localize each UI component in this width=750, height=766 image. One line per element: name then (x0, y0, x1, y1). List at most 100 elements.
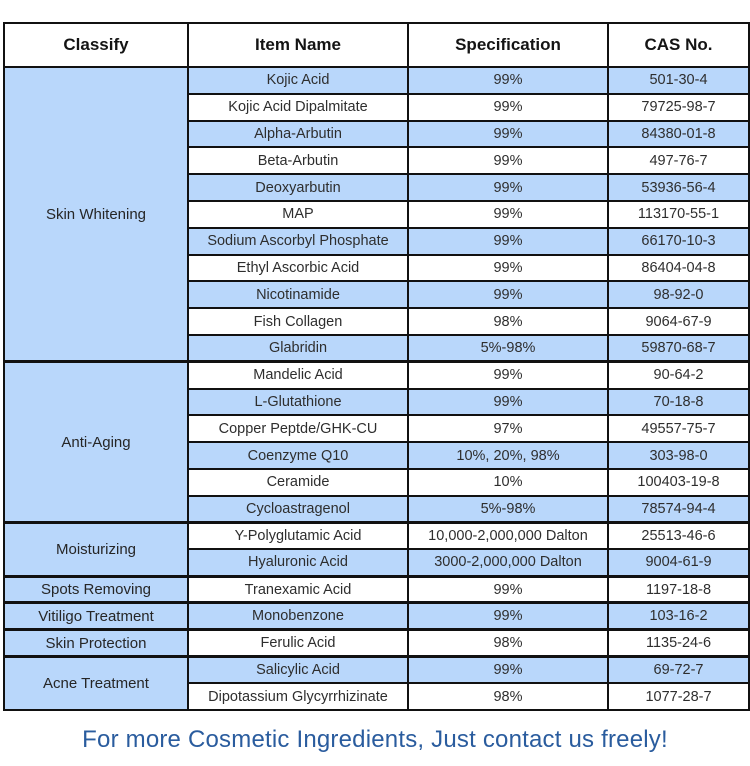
table-row: Skin Whitening Kojic Acid 99% 501-30-4 (3, 66, 750, 363)
item-name-cell: Ferulic Acid (187, 628, 409, 658)
item-name-cell: Beta-Arbutin (187, 146, 409, 176)
cas-no-cell: 113170-55-1 (607, 199, 750, 229)
table-row: Nicotinamide 99% 98-92-0 (4, 280, 750, 310)
classify-cell: Skin Whitening (3, 66, 189, 363)
table-row: Fish Collagen 98% 9064-67-9 (4, 307, 750, 336)
table-row: Cycloastragenol 5%-98% 78574-94-4 (4, 494, 750, 524)
specification-cell: 5%-98% (407, 494, 609, 524)
item-name-cell: Kojic Acid (187, 66, 409, 95)
item-name-cell: Mandelic Acid (187, 360, 409, 390)
specification-cell: 10% (407, 467, 609, 497)
item-name-cell: Nicotinamide (187, 280, 409, 310)
cas-no-cell: 70-18-8 (607, 387, 750, 417)
specification-cell: 98% (407, 628, 609, 658)
table-row: Ethyl Ascorbic Acid 99% 86404-04-8 (4, 253, 750, 283)
item-name-cell: L-Glutathione (187, 387, 409, 417)
table-row: Anti-Aging Mandelic Acid 99% 90-64-2 (3, 360, 750, 524)
cas-no-cell: 84380-01-8 (607, 119, 750, 149)
cas-no-cell: 59870-68-7 (607, 333, 750, 363)
classify-cell: Spots Removing (3, 574, 189, 604)
column-header-classify: Classify (3, 22, 189, 68)
table-row: MAP 99% 113170-55-1 (4, 199, 750, 229)
table-row: Moisturizing Y-Polyglutamic Acid 10,000-2,… (3, 521, 750, 578)
specification-cell: 99% (407, 173, 609, 202)
cas-no-cell: 49557-75-7 (607, 414, 750, 444)
table-row: Skin Protection Ferulic Acid 98% 1135-24-6 (3, 628, 750, 658)
item-name-cell: Coenzyme Q10 (187, 441, 409, 470)
table-row: Kojic Acid Dipalmitate 99% 79725-98-7 (4, 92, 750, 122)
item-name-cell: Monobenzone (187, 601, 409, 631)
item-name-cell: Dipotassium Glycyrrhizinate (187, 682, 409, 712)
classify-cell: Acne Treatment (3, 655, 189, 712)
item-name-cell: Tranexamic Acid (187, 574, 409, 604)
cas-no-cell: 1197-18-8 (607, 574, 750, 604)
cas-no-cell: 501-30-4 (607, 66, 750, 95)
item-name-cell: Alpha-Arbutin (187, 119, 409, 149)
table-row: Deoxyarbutin 99% 53936-56-4 (4, 173, 750, 202)
table-row: Coenzyme Q10 10%, 20%, 98% 303-98-0 (4, 441, 750, 470)
specification-cell: 99% (407, 92, 609, 122)
table-row: Acne Treatment Salicylic Acid 99% 69-72-7 (3, 655, 750, 712)
classify-cell: Vitiligo Treatment (3, 601, 189, 631)
table-row: Ceramide 10% 100403-19-8 (4, 467, 750, 497)
column-header-specification: Specification (407, 22, 609, 68)
column-header-item-name: Item Name (187, 22, 409, 68)
table-row: Alpha-Arbutin 99% 84380-01-8 (4, 119, 750, 149)
cas-no-cell: 1135-24-6 (607, 628, 750, 658)
table-row: Glabridin 5%-98% 59870-68-7 (4, 333, 750, 363)
cas-no-cell: 9004-61-9 (607, 548, 750, 578)
item-name-cell: Salicylic Acid (187, 655, 409, 685)
specification-cell: 99% (407, 655, 609, 685)
specification-cell: 99% (407, 280, 609, 310)
cas-no-cell: 1077-28-7 (607, 682, 750, 712)
specification-cell: 98% (407, 307, 609, 336)
item-name-cell: Ceramide (187, 467, 409, 497)
specification-cell: 99% (407, 226, 609, 256)
specification-cell: 99% (407, 146, 609, 176)
ingredients-table: Classify Item Name Specification CAS No. Sk… (3, 22, 750, 712)
classify-cell: Skin Protection (3, 628, 189, 658)
table-row: Vitiligo Treatment Monobenzone 99% 103-16-2 (3, 601, 750, 631)
item-name-cell: Y-Polyglutamic Acid (187, 521, 409, 551)
cas-no-cell: 100403-19-8 (607, 467, 750, 497)
cas-no-cell: 25513-46-6 (607, 521, 750, 551)
specification-cell: 98% (407, 682, 609, 712)
specification-cell: 5%-98% (407, 333, 609, 363)
footer-note: For more Cosmetic Ingredients, Just cont… (82, 726, 668, 753)
specification-cell: 99% (407, 574, 609, 604)
table-row: L-Glutathione 99% 70-18-8 (4, 387, 750, 417)
table-row: Spots Removing Tranexamic Acid 99% 1197-18-… (3, 574, 750, 604)
table-row: Copper Peptde/GHK-CU 97% 49557-75-7 (4, 414, 750, 444)
specification-cell: 99% (407, 119, 609, 149)
cas-no-cell: 103-16-2 (607, 601, 750, 631)
classify-cell: Anti-Aging (3, 360, 189, 524)
cas-no-cell: 53936-56-4 (607, 173, 750, 202)
classify-cell: Moisturizing (3, 521, 189, 578)
cas-no-cell: 90-64-2 (607, 360, 750, 390)
item-name-cell: Copper Peptde/GHK-CU (187, 414, 409, 444)
cas-no-cell: 78574-94-4 (607, 494, 750, 524)
item-name-cell: Glabridin (187, 333, 409, 363)
cas-no-cell: 69-72-7 (607, 655, 750, 685)
table-row: Beta-Arbutin 99% 497-76-7 (4, 146, 750, 176)
item-name-cell: Sodium Ascorbyl Phosphate (187, 226, 409, 256)
specification-cell: 99% (407, 253, 609, 283)
cas-no-cell: 66170-10-3 (607, 226, 750, 256)
cas-no-cell: 79725-98-7 (607, 92, 750, 122)
cas-no-cell: 86404-04-8 (607, 253, 750, 283)
item-name-cell: Cycloastragenol (187, 494, 409, 524)
table-header-row: Classify Item Name Specification CAS No. (3, 22, 750, 68)
item-name-cell: Hyaluronic Acid (187, 548, 409, 578)
item-name-cell: Ethyl Ascorbic Acid (187, 253, 409, 283)
cas-no-cell: 9064-67-9 (607, 307, 750, 336)
specification-cell: 10,000-2,000,000 Dalton (407, 521, 609, 551)
specification-cell: 99% (407, 66, 609, 95)
item-name-cell: Fish Collagen (187, 307, 409, 336)
specification-cell: 99% (407, 601, 609, 631)
cas-no-cell: 497-76-7 (607, 146, 750, 176)
item-name-cell: MAP (187, 199, 409, 229)
specification-cell: 97% (407, 414, 609, 444)
cas-no-cell: 98-92-0 (607, 280, 750, 310)
specification-cell: 10%, 20%, 98% (407, 441, 609, 470)
